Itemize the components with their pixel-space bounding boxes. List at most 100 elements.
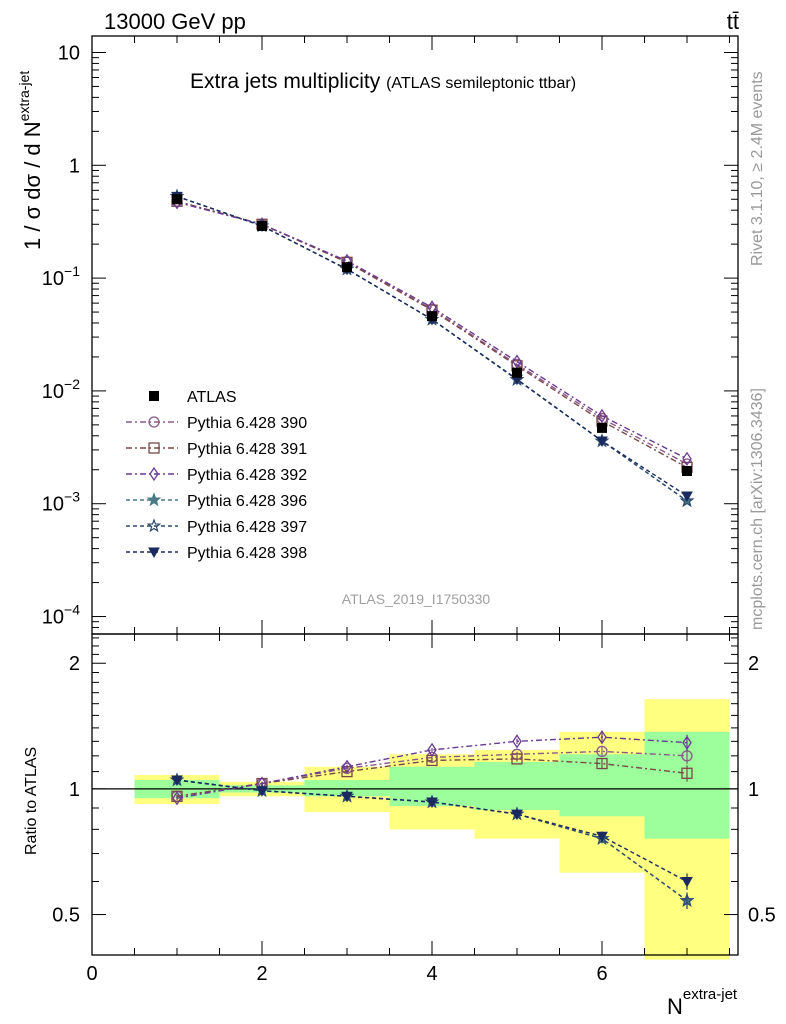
ratio-series-point (426, 797, 438, 809)
main-series-point (681, 491, 693, 503)
ratio-band-stat (304, 780, 390, 797)
ratio-panel: 0 2 4 6 0.5 0.5 1 1 2 2 (52, 633, 776, 985)
legend-entry: Pythia 6.428 398 (126, 545, 307, 562)
atlas-data-point-shape (172, 194, 182, 205)
ratio-series-point-shape (682, 735, 692, 750)
x-tick-label: 2 (256, 963, 267, 985)
ratio-series-point-shape (341, 791, 353, 803)
ratio-series-point (341, 791, 353, 803)
atlas-data-point (427, 311, 437, 322)
main-y-axis-title-text: 1 / σ dσ / d Nextra-jet (16, 71, 45, 250)
ratio-series-point (172, 791, 182, 806)
x-axis-title-text: Nextra-jet (667, 986, 738, 1019)
legend-label: Pythia 6.428 396 (187, 493, 307, 510)
ratio-y-tick-label: 1 (69, 779, 80, 801)
ratio-y-tick-label-right: 2 (748, 653, 759, 675)
watermark-label: ATLAS_2019_I1750330 (342, 591, 491, 607)
ratio-series-point (512, 734, 522, 749)
legend-marker-shape (148, 547, 160, 559)
ratio-series-point-shape (342, 759, 352, 774)
ratio-series-point-shape (596, 831, 608, 843)
legend-marker (148, 442, 160, 454)
main-y-axis-title-base: 1 / σ dσ / d N (20, 121, 45, 250)
legend-atlas-marker-shape (149, 391, 159, 401)
y-tick-label-base: 10 (42, 607, 64, 629)
ratio-series-point-shape (681, 876, 693, 888)
legend-entry: Pythia 6.428 392 (126, 466, 307, 484)
ratio-series-point-shape (511, 809, 523, 821)
y-tick-label: 10 (58, 42, 80, 64)
main-series-point-shape (597, 408, 607, 424)
process-label: tt̄ (727, 9, 739, 34)
ratio-series-point (342, 759, 352, 774)
atlas-data-point-shape (257, 220, 267, 231)
atlas-data-point (172, 194, 182, 205)
ratio-y-tick-label: 0.5 (52, 905, 80, 927)
ratio-y-tick-label-right: 1 (748, 779, 759, 801)
y-tick-label-base: 10 (58, 42, 80, 64)
ratio-series-point (256, 786, 268, 797)
atlas-data-point (257, 220, 267, 231)
y-tick-label: 10−1 (42, 263, 80, 290)
legend-marker-shape (146, 518, 162, 533)
legend-label: Pythia 6.428 391 (187, 441, 307, 458)
ratio-series-point-shape (511, 753, 523, 765)
ratio-series-point (597, 730, 607, 745)
legend-entry-atlas: ATLAS (149, 389, 237, 406)
legend-marker-shape (148, 416, 160, 428)
main-series-point-shape (681, 491, 693, 503)
ratio-series-point-shape (597, 730, 607, 745)
main-series-point (512, 354, 522, 369)
main-chart-title-text: Extra jets multiplicity (190, 70, 381, 93)
y-tick-label: 1 (69, 155, 80, 177)
legend-marker (146, 492, 162, 507)
main-y-axis-title-sup: extra-jet (16, 71, 32, 122)
ratio-y-tick-label-right: 0.5 (748, 905, 776, 927)
x-axis-title: Nextra-jet (667, 986, 738, 1019)
y-tick-label: 10−2 (42, 376, 80, 403)
ratio-series-point (679, 892, 695, 907)
y-tick-label-base: 10 (42, 381, 64, 403)
y-tick-label-exp: −1 (64, 263, 80, 279)
legend-entry: Pythia 6.428 397 (126, 518, 307, 536)
x-axis-title-base: N (667, 994, 683, 1019)
x-axis-title-sup: extra-jet (683, 986, 738, 1003)
ratio-series-point-shape (596, 757, 608, 770)
x-tick-label: 6 (596, 963, 607, 985)
ratio-series-point (681, 767, 693, 779)
atlas-data-point-shape (512, 367, 522, 378)
rivet-label: Rivet 3.1.10, ≥ 2.4M events (749, 71, 766, 266)
atlas-data-point-shape (427, 311, 437, 322)
ratio-series-point-shape (171, 775, 183, 787)
x-tick-label: 0 (86, 963, 97, 985)
main-series-point (679, 493, 695, 508)
legend-entry: Pythia 6.428 390 (126, 415, 307, 432)
ratio-series-point (596, 757, 608, 770)
ratio-series-point-shape (256, 786, 268, 797)
ratio-series-point (682, 735, 692, 750)
main-series-point-shape (679, 493, 695, 508)
ratio-series-point-shape (426, 797, 438, 809)
main-series-point (682, 451, 692, 466)
y-tick-label: 10−3 (42, 489, 80, 516)
legend-label: Pythia 6.428 397 (187, 519, 307, 536)
main-chart-subtitle-text: (ATLAS semileptonic ttbar) (386, 75, 576, 92)
ratio-y-tick-label: 2 (69, 653, 80, 675)
main-y-axis-title: 1 / σ dσ / d Nextra-jet (16, 71, 45, 250)
legend-label: Pythia 6.428 392 (187, 467, 307, 484)
ratio-frame (91, 633, 739, 956)
legend-marker-shape (146, 492, 162, 507)
ratio-band-stat (474, 761, 560, 811)
y-tick-label-exp: −4 (64, 602, 80, 618)
legend-atlas-label: ATLAS (187, 389, 237, 406)
ratio-series-point (596, 745, 608, 758)
y-tick-label-base: 10 (42, 494, 64, 516)
atlas-data-point-shape (682, 465, 692, 476)
atlas-data-point-shape (342, 262, 352, 273)
main-series-point (597, 408, 607, 424)
y-tick-label: 10−4 (42, 602, 80, 629)
ratio-series-point-shape (596, 745, 608, 758)
y-tick-label-base: 1 (69, 155, 80, 177)
